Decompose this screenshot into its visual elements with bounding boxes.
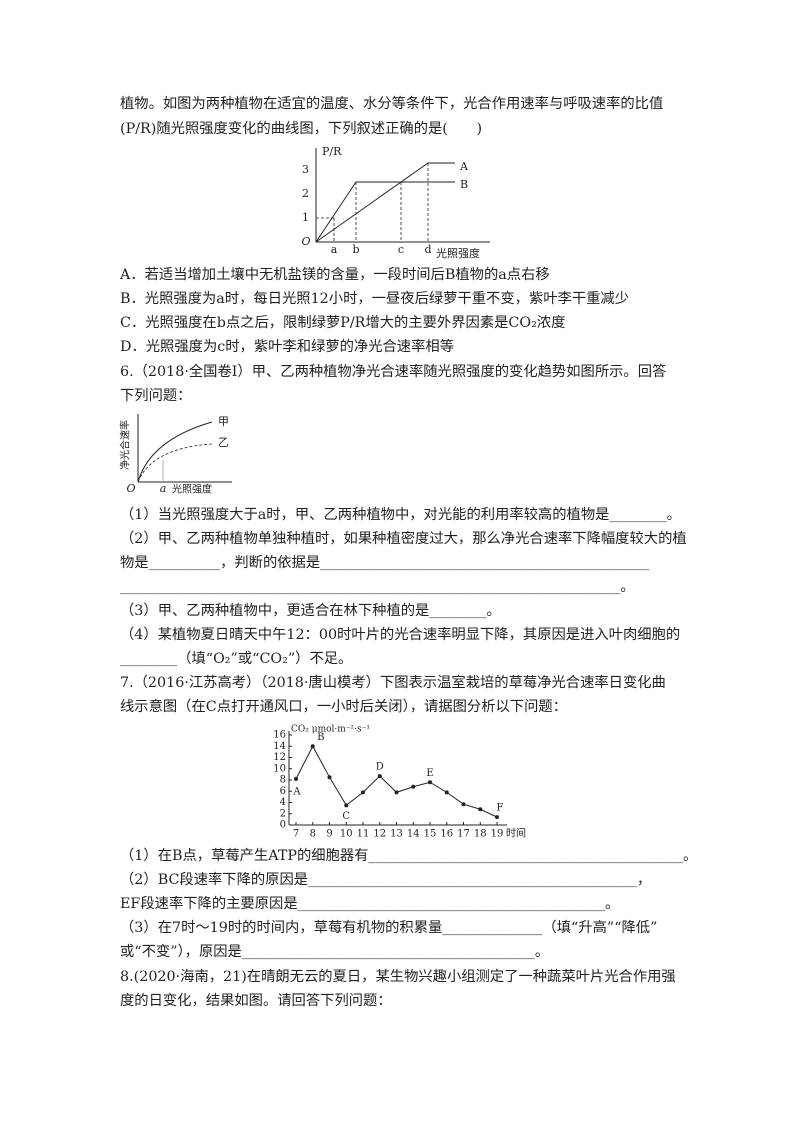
- y-tick-label: 2: [280, 808, 286, 819]
- x-mark: a: [331, 243, 338, 256]
- question-item: 或“不变”），原因是______________________________…: [120, 944, 550, 960]
- question-item: EF段速率下降的主要原因是___________________________…: [120, 896, 620, 912]
- question-stem: 8.(2020·海南，21)在晴朗无云的夏日，某生物兴趣小组测定了一种蔬菜叶片光…: [120, 969, 676, 985]
- option: A．若适当增加土壤中无机盐镁的含量，一段时间后B植物的a点右移: [120, 267, 550, 283]
- x-mark: b: [352, 243, 359, 256]
- y-label: CO₂ μmol·m⁻²·s⁻¹: [291, 725, 370, 735]
- x-mark: d: [424, 243, 431, 256]
- curve-label: 甲: [218, 415, 229, 428]
- point: [327, 775, 332, 780]
- point-label: E: [426, 768, 433, 779]
- y-tick-label: 12: [273, 752, 286, 763]
- question-stem: 下列问题：: [120, 388, 192, 404]
- x-tick-label: 15: [424, 829, 437, 840]
- curve-a: [315, 162, 455, 243]
- question-item: （2）BC段速率下降的原因是__________________________…: [120, 872, 652, 888]
- question-item: （3）甲、乙两种植物中，更适合在林下种植的是________。: [120, 603, 501, 619]
- curve-yi: [137, 443, 213, 483]
- option: B．光照强度为a时，每日光照12小时，一昼夜后绿萝干重不变，紫叶李干重减少: [120, 291, 630, 307]
- y-tick-label: 6: [280, 786, 286, 797]
- x-tick-label: 8: [310, 829, 316, 840]
- x-tick-label: 12: [373, 829, 386, 840]
- x-mark: c: [398, 243, 404, 256]
- question-item: （4）某植物夏日晴天中午12：00时叶片的光合速率明显下降，其原因是进入叶肉细胞…: [120, 627, 681, 643]
- question-item: （2）甲、乙两种植物单独种植时，如果种植密度过大，那么净光合速率下降幅度较大的植: [120, 531, 687, 547]
- y-tick-label: 4: [280, 797, 286, 808]
- question-item: （1）当光照强度大于a时，甲、乙两种植物中，对光能的利用率较高的植物是_____…: [120, 507, 681, 523]
- point: [394, 790, 399, 795]
- text-line: 植物。如图为两种植物在适宜的温度、水分等条件下，光合作用速率与呼吸速率的比值: [120, 96, 664, 112]
- point: [294, 776, 298, 781]
- point-label: A: [292, 786, 301, 797]
- question-stem: 6.（2018·全国卷Ⅰ）甲、乙两种植物净光合速率随光照强度的变化趋势如图所示。…: [120, 364, 667, 380]
- point: [478, 807, 483, 812]
- x-label: 时间: [506, 827, 526, 840]
- origin: O: [301, 235, 310, 248]
- question-stem: 度的日变化，结果如图。请回答下列问题：: [120, 993, 392, 1009]
- curve-label: B: [460, 178, 468, 191]
- point: [411, 784, 416, 789]
- point: [495, 815, 499, 820]
- x-tick-label: 13: [390, 829, 403, 840]
- text-line: (P/R)随光照强度变化的曲线图，下列叙述正确的是( ): [120, 121, 483, 137]
- x-tick-label: 7: [293, 829, 299, 840]
- point: [377, 774, 382, 779]
- x-tick-label: 9: [326, 829, 332, 840]
- point: [444, 790, 449, 795]
- point-label: D: [376, 762, 384, 773]
- y-tick-label: 8: [280, 775, 286, 786]
- origin: O: [126, 482, 135, 495]
- figure-1: P/R O 1 2 3 a b c d 光照强度 A B: [301, 145, 490, 260]
- question-item: ________________________________________…: [120, 579, 635, 595]
- point: [310, 744, 315, 749]
- x-tick-label: 16: [440, 829, 453, 840]
- x-tick-label: 18: [474, 829, 487, 840]
- curve-label: 乙: [218, 436, 229, 449]
- x-mark: a: [160, 482, 167, 495]
- point-label: B: [317, 732, 324, 743]
- y-tick-label: 0: [280, 820, 286, 831]
- curve-label: A: [459, 160, 469, 173]
- x-tick-label: 11: [357, 829, 370, 840]
- curve-b: [315, 181, 455, 243]
- question-stem: 7.（2016·江苏高考）（2018·唐山模考）下图表示温室栽培的草莓净光合速率…: [120, 675, 666, 691]
- point: [361, 790, 365, 795]
- curve-jia: [137, 421, 213, 483]
- point: [344, 803, 349, 808]
- y-tick-label: 1: [302, 211, 309, 224]
- line: [295, 745, 498, 818]
- question-item: ________（填“O₂”或“CO₂”）不足。: [120, 651, 353, 667]
- option: C．光照强度在b点之后，限制绿萝P/R增大的主要外界因素是CO₂浓度: [120, 315, 566, 331]
- y-tick-label: 14: [273, 741, 286, 752]
- option: D．光照强度为c时，紫叶李和绿萝的净光合速率相等: [120, 339, 454, 355]
- question-item: （3）在7时～19时的时间内，草莓有机物的积累量______________（填…: [120, 920, 658, 936]
- x-label: 光照强度: [436, 246, 480, 260]
- x-label: 光照强度: [172, 483, 212, 496]
- figure-2: 净光合速率 O a 光照强度 甲 乙: [119, 414, 232, 496]
- point-label: F: [497, 803, 504, 814]
- point-label: C: [342, 811, 350, 822]
- point: [461, 802, 466, 807]
- question-stem: 线示意图（在C点打开通风口，一小时后关闭），请据图分析以下问题：: [120, 699, 567, 715]
- y-tick-label: 3: [302, 163, 309, 176]
- y-tick-label: 2: [302, 187, 309, 200]
- y-label: P/R: [322, 145, 342, 158]
- y-tick-label: 10: [273, 763, 286, 774]
- question-item: （1）在B点，草莓产生ATP的细胞器有_____________________…: [120, 848, 698, 864]
- x-tick-label: 19: [491, 829, 504, 840]
- x-tick-label: 17: [457, 829, 470, 840]
- x-tick-label: 14: [407, 829, 420, 840]
- x-tick-label: 10: [340, 829, 353, 840]
- point: [428, 780, 432, 785]
- y-label: 净光合速率: [119, 420, 132, 470]
- question-item: 物是__________，判断的依据是_____________________…: [120, 555, 649, 571]
- y-tick-label: 16: [273, 730, 286, 741]
